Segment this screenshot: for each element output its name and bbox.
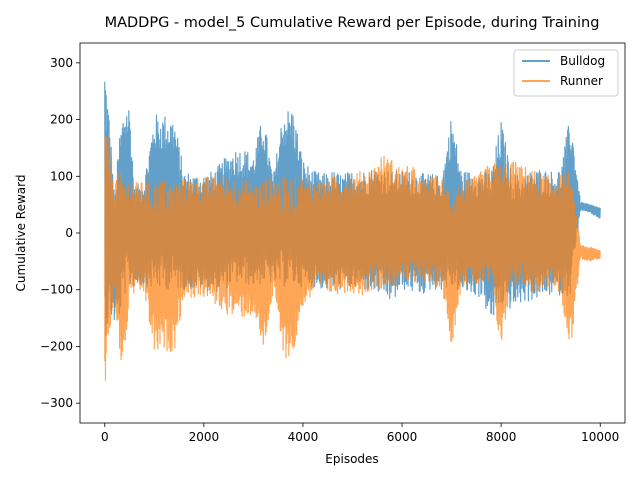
x-axis: 0 2000 4000 6000 8000 10000 xyxy=(101,423,619,444)
y-tick-label: −200 xyxy=(40,339,73,353)
y-tick-label: −300 xyxy=(40,396,73,410)
series-line-runner xyxy=(104,134,601,381)
y-tick-label: −100 xyxy=(40,283,73,297)
series-layer xyxy=(104,81,601,381)
x-tick-label: 8000 xyxy=(486,430,517,444)
chart-title: MADDPG - model_5 Cumulative Reward per E… xyxy=(105,15,600,31)
x-axis-label: Episodes xyxy=(325,452,378,466)
y-axis-label: Cumulative Reward xyxy=(14,175,28,292)
y-tick-label: 200 xyxy=(50,113,73,127)
x-tick-label: 4000 xyxy=(288,430,319,444)
legend: Bulldog Runner xyxy=(513,49,619,97)
x-tick-label: 0 xyxy=(101,430,109,444)
legend-label-bulldog: Bulldog xyxy=(560,54,605,68)
y-axis: −300 −200 −100 0 100 200 300 xyxy=(40,56,80,410)
legend-label-runner: Runner xyxy=(560,74,603,88)
x-tick-label: 6000 xyxy=(387,430,418,444)
y-tick-label: 300 xyxy=(50,56,73,70)
series-runner xyxy=(104,134,601,381)
y-tick-label: 100 xyxy=(50,169,73,183)
x-tick-label: 10000 xyxy=(581,430,619,444)
plot-area xyxy=(79,42,626,424)
x-tick-label: 2000 xyxy=(189,430,220,444)
y-tick-label: 0 xyxy=(65,226,73,240)
